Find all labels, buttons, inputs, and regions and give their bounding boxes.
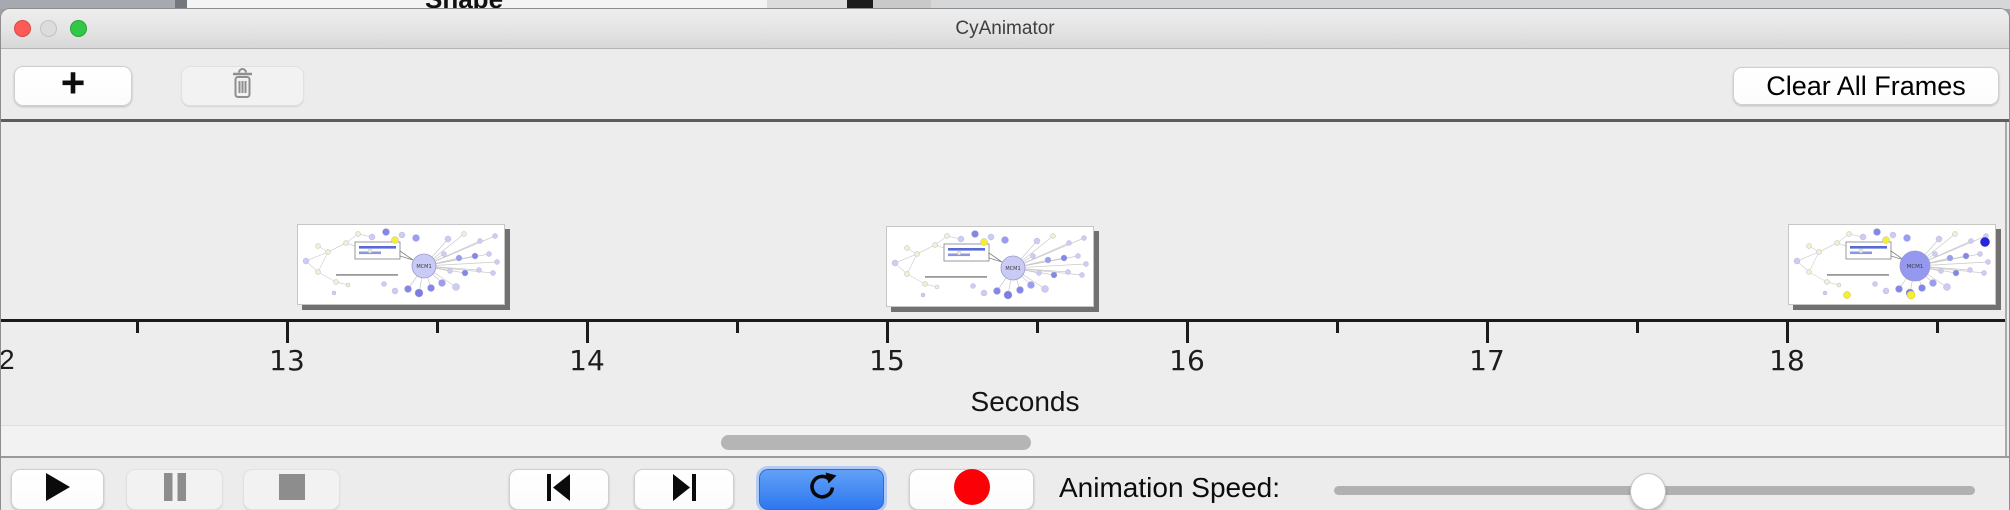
background-fragment — [873, 0, 931, 9]
skip-to-end-button[interactable] — [634, 469, 734, 510]
frame-thumbnail-1[interactable]: MCM1 — [297, 224, 505, 305]
title-bar[interactable]: CyAnimator — [1, 9, 2009, 49]
add-frame-button[interactable]: + — [14, 59, 132, 106]
loop-icon — [807, 471, 837, 508]
time-axis-line — [1, 319, 2005, 322]
axis-tick-major — [1786, 322, 1789, 343]
pause-button[interactable] — [126, 469, 223, 510]
window-title: CyAnimator — [955, 18, 1055, 39]
axis-tick-label-clipped: 2 — [0, 344, 15, 375]
axis-tick-major — [1486, 322, 1489, 343]
frame-thumbnail-3[interactable]: MCM1 — [1788, 224, 1996, 305]
pause-icon — [162, 473, 188, 506]
minimize-button[interactable] — [40, 20, 57, 37]
animation-speed-label: Animation Speed: — [1059, 472, 1281, 503]
axis-tick-minor — [1936, 322, 1939, 333]
axis-tick-major — [586, 322, 589, 343]
background-fragment — [187, 0, 767, 9]
axis-tick-minor — [736, 322, 739, 333]
axis-tick-minor — [136, 322, 139, 333]
axis-tick-minor — [1336, 322, 1339, 333]
clear-all-frames-button[interactable]: Clear All Frames — [1733, 67, 1999, 105]
skip-to-start-icon — [547, 473, 571, 506]
playback-control-bar: Animation Speed: — [1, 456, 2009, 510]
axis-tick-label: 16 — [1169, 344, 1205, 377]
axis-tick-major — [1186, 322, 1189, 343]
axis-tick-label: 17 — [1469, 344, 1505, 377]
stop-icon — [278, 474, 305, 505]
cyanimator-window: CyAnimator + Clear A — [0, 8, 2010, 510]
timeline-panel[interactable]: MCM1 MCM1 MCM1 13 14 15 16 17 18 2 Seconds — [0, 122, 2007, 457]
axis-tick-minor — [436, 322, 439, 333]
axis-tick-label: 14 — [569, 344, 605, 377]
frame-thumbnail-2[interactable]: MCM1 — [886, 226, 1094, 307]
background-fragment — [847, 0, 873, 9]
record-icon — [953, 468, 991, 510]
delete-frame-button[interactable] — [181, 66, 304, 106]
trash-icon — [229, 67, 256, 105]
background-fragment — [0, 0, 175, 9]
loop-button[interactable] — [759, 469, 884, 510]
svg-text:MCM1: MCM1 — [416, 264, 431, 270]
axis-tick-label: 13 — [269, 344, 305, 377]
record-button[interactable] — [909, 469, 1034, 510]
plus-icon: + — [60, 59, 86, 106]
close-button[interactable] — [14, 20, 31, 37]
svg-text:MCM1: MCM1 — [1005, 266, 1020, 272]
background-fragment — [175, 0, 187, 9]
axis-tick-label: 18 — [1769, 344, 1805, 377]
animation-speed-slider-knob[interactable] — [1630, 473, 1666, 510]
axis-tick-minor — [1036, 322, 1039, 333]
clear-all-frames-label: Clear All Frames — [1766, 70, 1966, 101]
axis-title: Seconds — [970, 386, 1080, 417]
skip-to-start-button[interactable] — [509, 469, 609, 510]
skip-to-end-icon — [672, 473, 696, 506]
horizontal-scrollbar-track[interactable] — [1, 425, 2005, 457]
axis-tick-minor — [1636, 322, 1639, 333]
horizontal-scrollbar-thumb[interactable] — [721, 435, 1031, 450]
zoom-button[interactable] — [70, 20, 87, 37]
background-fragment — [931, 0, 2010, 9]
background-window-text-fragment: Shape — [425, 0, 503, 9]
svg-text:MCM1: MCM1 — [1907, 264, 1924, 270]
axis-tick-label: 15 — [869, 344, 905, 377]
divider — [1, 119, 2009, 122]
play-icon — [45, 473, 71, 506]
frame-toolbar: + Clear All Frames — [1, 49, 2009, 120]
play-button[interactable] — [11, 469, 104, 510]
axis-tick-major — [886, 322, 889, 343]
background-fragment — [767, 0, 847, 9]
stop-button[interactable] — [243, 469, 340, 510]
axis-tick-major — [286, 322, 289, 343]
